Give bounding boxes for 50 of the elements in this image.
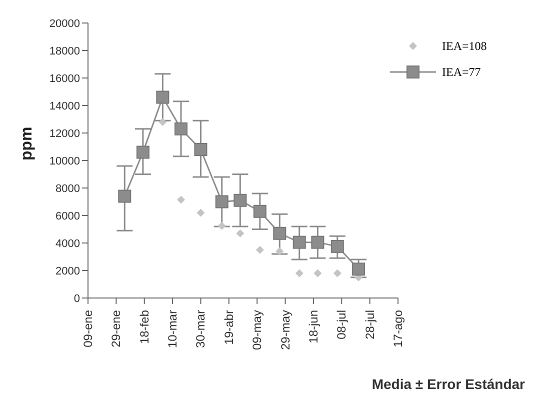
y-tick-label: 20000 (49, 18, 80, 30)
point (196, 208, 205, 217)
point (236, 229, 244, 238)
x-tick-label: 18-feb (137, 310, 152, 344)
y-tick-label: 14000 (49, 100, 80, 112)
point (292, 236, 306, 249)
point (352, 262, 366, 276)
y-tick-label: 18000 (49, 45, 80, 58)
y-tick-label: 12000 (49, 128, 80, 140)
y-tick-label: 8000 (56, 182, 80, 195)
point (156, 90, 170, 104)
point (118, 190, 132, 203)
point (177, 196, 185, 204)
y-tick-label: 0 (74, 292, 80, 305)
point (218, 222, 226, 230)
y-tick-label: 10000 (49, 155, 80, 168)
x-tick-label: 10-mar (166, 310, 180, 348)
point (158, 118, 167, 126)
point (136, 146, 150, 159)
point (194, 143, 208, 156)
point (256, 246, 264, 254)
point (234, 194, 247, 207)
text: Media ± Error Estándar (372, 376, 525, 392)
legend-label: IEA=77 (442, 64, 481, 80)
point (333, 269, 342, 278)
point (174, 122, 188, 136)
y-tick-label: 4000 (56, 238, 80, 250)
y-tick-label: 2000 (56, 265, 80, 278)
x-tick-label: 08-jul (334, 310, 349, 340)
point (276, 247, 284, 256)
point (215, 195, 228, 208)
x-tick-label: 09-ene (81, 310, 95, 348)
x-tick-label: 29-may (278, 310, 292, 350)
x-tick-label: 30-mar (194, 310, 208, 348)
y-tick-label: 6000 (56, 210, 80, 222)
point (295, 269, 304, 278)
point (253, 204, 266, 218)
y-axis-title: ppm (18, 126, 36, 160)
point (311, 236, 324, 249)
x-tick-label: 09-may (250, 310, 264, 350)
x-tick-label: 19-abr (222, 310, 236, 345)
point (330, 240, 344, 253)
y-tick-label: 16000 (49, 72, 80, 85)
x-tick-label: 17-ago (391, 310, 405, 348)
point (273, 226, 286, 240)
point (314, 269, 322, 278)
x-tick-label: 28-jul (362, 310, 377, 340)
x-tick-label: 18-jun (306, 310, 320, 344)
legend-label: IEA=108 (442, 38, 487, 54)
x-tick-label: 29-ene (109, 310, 124, 348)
